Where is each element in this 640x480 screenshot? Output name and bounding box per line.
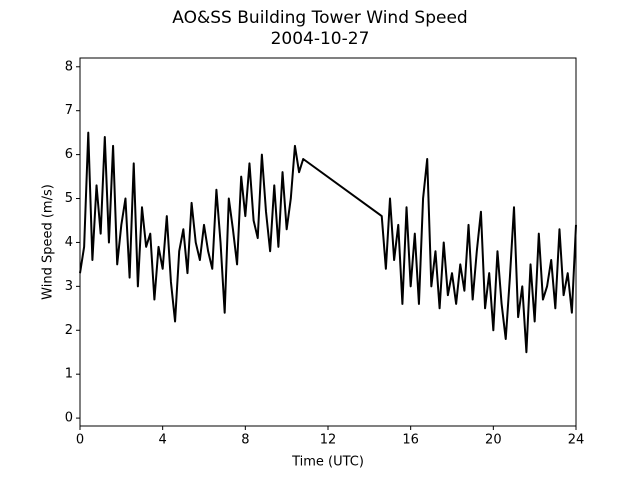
x-tick-label: 20 (485, 433, 502, 448)
x-tick-label: 0 (76, 433, 84, 448)
y-tick-label: 4 (65, 235, 73, 250)
x-tick-label: 16 (402, 433, 419, 448)
y-tick-label: 6 (65, 147, 73, 162)
y-tick-label: 7 (65, 103, 73, 118)
y-tick-label: 0 (65, 411, 73, 426)
data-line (79, 131, 577, 354)
plot-frame (79, 57, 577, 427)
chart-subtitle: 2004-10-27 (271, 29, 370, 49)
y-tick-label: 8 (65, 59, 73, 74)
y-tick-label: 5 (65, 191, 73, 206)
x-tick-label: 12 (320, 433, 337, 448)
chart-title: AO&SS Building Tower Wind Speed (172, 8, 467, 28)
y-tick-label: 3 (65, 279, 73, 294)
y-tick-label: 1 (65, 367, 73, 382)
x-tick-label: 8 (241, 433, 249, 448)
x-tick-label: 4 (159, 433, 167, 448)
x-tick-label: 24 (568, 433, 585, 448)
y-axis-label: Wind Speed (m/s) (41, 184, 56, 300)
y-tick-label: 2 (65, 323, 73, 338)
x-axis-label: Time (UTC) (291, 455, 364, 470)
